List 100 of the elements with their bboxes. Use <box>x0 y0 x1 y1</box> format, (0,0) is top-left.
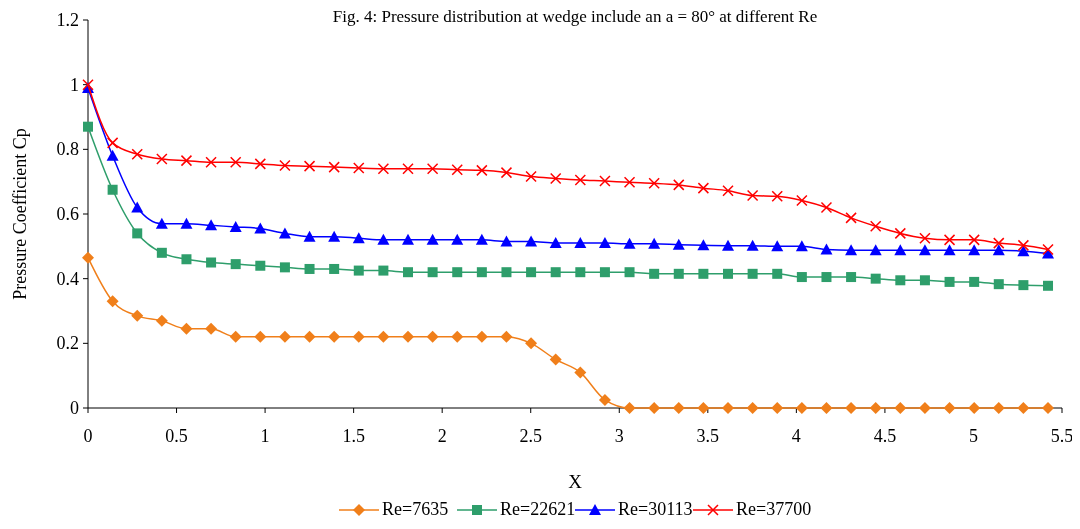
legend-label: Re=37700 <box>736 499 812 519</box>
point <box>303 330 316 343</box>
point <box>452 267 463 278</box>
point <box>746 402 759 414</box>
point <box>574 237 587 249</box>
point <box>919 232 931 244</box>
y-tick-label: 0.2 <box>56 333 79 354</box>
point <box>943 402 956 414</box>
legend-label: Re=30113 <box>618 499 693 519</box>
point <box>943 244 956 256</box>
point <box>746 189 759 202</box>
point <box>525 235 538 247</box>
point <box>378 265 389 276</box>
point <box>795 240 808 252</box>
point <box>771 240 784 252</box>
point <box>993 237 1005 249</box>
point <box>205 156 217 169</box>
y-tick-label: 0.8 <box>56 139 79 160</box>
point <box>279 159 291 172</box>
point <box>402 233 414 245</box>
point <box>722 239 735 251</box>
point <box>403 267 413 278</box>
point <box>475 233 488 245</box>
point <box>648 402 661 414</box>
point <box>329 263 340 274</box>
point <box>426 162 439 175</box>
point <box>377 162 390 175</box>
point <box>598 393 611 406</box>
y-tick-label: 1.2 <box>56 10 79 30</box>
point <box>895 275 906 286</box>
point <box>278 330 291 343</box>
point <box>156 153 168 165</box>
y-tick-label: 1 <box>70 74 79 95</box>
point <box>672 238 685 250</box>
point <box>131 309 144 322</box>
x-tick-label: 3.5 <box>696 426 720 446</box>
point <box>672 402 685 414</box>
point <box>820 402 833 414</box>
point <box>574 366 587 379</box>
point <box>83 121 93 132</box>
point <box>722 184 734 197</box>
point <box>869 402 882 414</box>
point <box>869 244 882 256</box>
point <box>1042 243 1054 256</box>
point <box>426 233 439 245</box>
point <box>550 267 561 278</box>
point <box>155 314 168 327</box>
point <box>500 330 513 343</box>
point <box>623 176 636 189</box>
point <box>968 244 981 256</box>
x-tick-label: 4 <box>791 426 801 446</box>
point <box>353 162 365 174</box>
point <box>673 268 684 279</box>
point <box>648 237 661 249</box>
point <box>402 162 414 175</box>
point <box>549 237 562 249</box>
point <box>870 273 881 284</box>
point <box>328 230 341 242</box>
point <box>969 276 980 287</box>
point <box>575 267 586 278</box>
point <box>821 272 832 283</box>
point <box>772 268 783 279</box>
x-tick-label: 2 <box>437 426 447 446</box>
point <box>1042 402 1055 414</box>
point <box>993 279 1004 290</box>
point <box>106 137 119 149</box>
x-tick-label: 0 <box>83 426 93 446</box>
point <box>723 268 734 279</box>
point <box>918 244 931 256</box>
point <box>846 272 857 283</box>
point <box>771 402 784 414</box>
point <box>278 227 291 239</box>
point <box>649 268 660 279</box>
y-tick-label: 0.4 <box>56 268 79 289</box>
point <box>82 251 94 264</box>
point <box>254 330 267 343</box>
point <box>279 262 290 273</box>
x-tick-label: 5.5 <box>1050 426 1074 446</box>
point <box>427 267 438 278</box>
point <box>623 237 636 249</box>
point <box>254 222 267 234</box>
point <box>254 158 267 170</box>
point <box>820 201 833 214</box>
point <box>131 148 143 160</box>
point <box>599 267 610 278</box>
point <box>328 161 340 173</box>
x-tick-label: 4.5 <box>873 426 897 446</box>
x-tick-label: 2.5 <box>519 426 542 446</box>
point <box>820 243 833 255</box>
point <box>402 330 414 343</box>
point <box>1017 402 1030 414</box>
point <box>500 166 513 179</box>
y-tick-label: 0.6 <box>56 204 79 224</box>
point <box>106 149 119 161</box>
point <box>107 184 118 195</box>
point <box>698 268 709 279</box>
point <box>869 220 882 233</box>
point <box>131 201 144 213</box>
point <box>352 232 365 244</box>
point <box>697 402 710 414</box>
